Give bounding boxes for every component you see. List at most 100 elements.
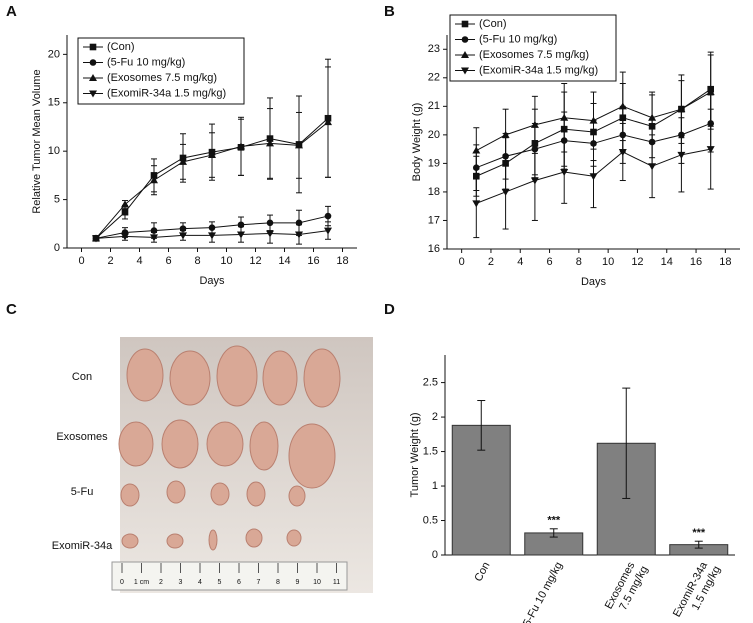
y-tick-label: 5 bbox=[54, 193, 60, 205]
marker bbox=[530, 177, 539, 185]
x-tick-label: 4 bbox=[136, 255, 142, 267]
y-tick-label: 2 bbox=[432, 411, 438, 423]
legend-label: (Con) bbox=[107, 41, 135, 53]
row-label: Exosomes bbox=[56, 431, 108, 443]
x-tick-label: 4 bbox=[517, 256, 523, 268]
x-tick-label: 0 bbox=[78, 255, 84, 267]
y-tick-label: 2.5 bbox=[423, 376, 438, 388]
legend-marker bbox=[461, 20, 469, 28]
y-tick-label: 0 bbox=[54, 242, 60, 254]
marker bbox=[92, 235, 100, 243]
ruler-label: 0 bbox=[120, 579, 124, 586]
y-tick-label: 19 bbox=[428, 157, 440, 169]
marker bbox=[208, 151, 216, 159]
marker bbox=[324, 212, 332, 220]
panel-label: D bbox=[384, 301, 395, 318]
legend-box bbox=[449, 14, 617, 82]
marker bbox=[677, 151, 686, 159]
x-axis-label: Days bbox=[581, 276, 607, 288]
marker bbox=[121, 233, 129, 241]
legend-label: (ExomiR-34a 1.5 mg/kg) bbox=[479, 64, 598, 76]
ruler-label: 6 bbox=[237, 579, 241, 586]
x-tick-label: 10 bbox=[602, 256, 614, 268]
y-tick-label: 17 bbox=[428, 214, 440, 226]
legend-label: (Con) bbox=[479, 18, 507, 30]
x-tick-label: 2 bbox=[488, 256, 494, 268]
marker bbox=[208, 224, 216, 231]
ruler-label: 1 cm bbox=[134, 579, 149, 586]
marker bbox=[324, 118, 332, 126]
marker bbox=[179, 157, 187, 165]
ruler-label: 8 bbox=[276, 579, 280, 586]
marker bbox=[501, 188, 510, 196]
marker bbox=[618, 102, 627, 110]
x-tick-label: 6 bbox=[546, 256, 552, 268]
legend-label: (5-Fu 10 mg/kg) bbox=[479, 33, 557, 45]
x-tick-label: 12 bbox=[249, 255, 261, 267]
marker bbox=[472, 146, 481, 154]
x-tick-label: 18 bbox=[336, 255, 348, 267]
marker bbox=[618, 148, 627, 156]
marker bbox=[589, 173, 598, 181]
x-tick-label: 8 bbox=[576, 256, 582, 268]
y-axis-label: Tumor Weight (g) bbox=[409, 413, 421, 498]
marker bbox=[677, 105, 686, 113]
marker bbox=[295, 231, 303, 239]
x-tick-label: 18 bbox=[719, 256, 731, 268]
marker bbox=[648, 163, 657, 171]
ruler-label: 2 bbox=[159, 579, 163, 586]
panel-label: C bbox=[6, 301, 17, 318]
x-tick-label: 10 bbox=[220, 255, 232, 267]
x-tick-label: 2 bbox=[107, 255, 113, 267]
marker bbox=[121, 208, 129, 216]
legend-box bbox=[77, 37, 245, 105]
row-label: ExomiR-34a bbox=[52, 540, 113, 552]
legend-label: (ExomiR-34a 1.5 mg/kg) bbox=[107, 87, 226, 99]
marker bbox=[237, 231, 245, 239]
legend-marker bbox=[461, 67, 469, 75]
ruler-label: 9 bbox=[296, 579, 300, 586]
y-axis-label: Body Weight (g) bbox=[411, 103, 423, 182]
y-tick-label: 0 bbox=[432, 549, 438, 561]
panel-label: A bbox=[6, 3, 17, 20]
marker bbox=[706, 88, 715, 96]
ruler-label: 3 bbox=[179, 579, 183, 586]
legend-marker bbox=[461, 51, 469, 58]
y-tick-label: 20 bbox=[48, 48, 60, 60]
x-tick-label: 16 bbox=[307, 255, 319, 267]
marker bbox=[266, 139, 274, 147]
y-tick-label: 0.5 bbox=[423, 514, 438, 526]
panel-label: B bbox=[384, 3, 395, 20]
tumors bbox=[118, 345, 341, 551]
legend-label: (Exosomes 7.5 mg/kg) bbox=[107, 72, 217, 84]
marker bbox=[150, 234, 158, 242]
significance-label: *** bbox=[692, 527, 706, 539]
x-tick-label: 14 bbox=[661, 256, 673, 268]
legend-marker bbox=[89, 59, 97, 66]
marker bbox=[560, 113, 569, 121]
marker bbox=[648, 113, 657, 121]
marker bbox=[706, 146, 715, 154]
ruler-label: 7 bbox=[257, 579, 261, 586]
marker bbox=[472, 200, 481, 208]
x-tick-label: 8 bbox=[194, 255, 200, 267]
y-tick-label: 18 bbox=[428, 186, 440, 198]
y-tick-label: 15 bbox=[48, 97, 60, 109]
y-tick-label: 10 bbox=[48, 145, 60, 157]
y-tick-label: 1 bbox=[432, 480, 438, 492]
y-tick-label: 23 bbox=[428, 43, 440, 55]
x-tick-label: 0 bbox=[459, 256, 465, 268]
ruler-label: 10 bbox=[313, 579, 321, 586]
legend-marker bbox=[461, 36, 469, 43]
y-tick-label: 21 bbox=[428, 100, 440, 112]
y-tick-label: 22 bbox=[428, 72, 440, 84]
marker bbox=[295, 141, 303, 149]
marker bbox=[150, 176, 158, 184]
legend-marker bbox=[89, 74, 97, 81]
ruler-label: 4 bbox=[198, 579, 202, 586]
marker bbox=[501, 130, 510, 138]
marker bbox=[121, 200, 129, 208]
row-label: 5-Fu bbox=[71, 486, 94, 498]
row-label: Con bbox=[72, 371, 92, 383]
